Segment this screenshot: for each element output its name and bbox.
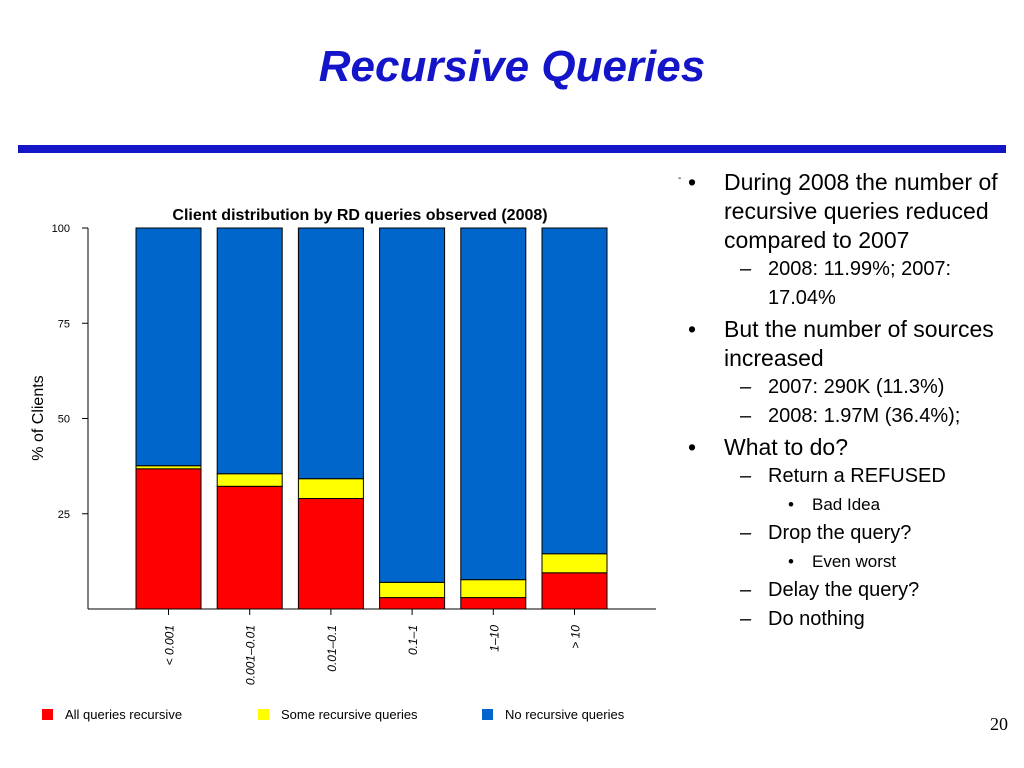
x-tick-label: 0.001–0.01 — [244, 625, 258, 685]
y-tick-label: 50 — [58, 414, 70, 426]
y-axis-label: % of Clients — [30, 375, 47, 460]
bar-segment — [297, 498, 364, 610]
bullet-text: 2008: 11.99%; 2007: 17.04% — [768, 258, 952, 309]
bullet-level2: – Delay the query? — [678, 576, 1018, 605]
bar-segment — [297, 227, 364, 480]
x-tick-label: 0.01–0.1 — [325, 625, 339, 672]
bullet-text: Return a REFUSED — [768, 465, 946, 487]
bar-segment — [135, 227, 202, 467]
bullet-marker: – — [740, 608, 752, 630]
bullet-marker: – — [740, 405, 752, 427]
bar-segment — [379, 581, 446, 599]
bar-segment — [460, 579, 527, 599]
bullet-level2: –2007: 290K (11.3%) — [678, 373, 1018, 402]
bullet-level3: • Even worst — [678, 548, 1018, 576]
chart-title: Client distribution by RD queries observ… — [172, 207, 547, 224]
legend-label: All queries recursive — [65, 707, 182, 722]
bullet-marker: • — [788, 552, 794, 571]
stacked-bar-chart: Client distribution by RD queries observ… — [30, 207, 656, 722]
bullet-text: 2007: 290K (11.3%) — [768, 376, 945, 398]
bar-segment — [216, 473, 283, 487]
bullet-level3: • Bad Idea — [678, 491, 1018, 519]
bar-segment — [460, 227, 527, 581]
bullet-marker: • — [788, 495, 794, 514]
x-tick-label: 0.1–1 — [406, 625, 420, 655]
bullet-text: Even worst — [812, 552, 897, 571]
bullet-text: Delay the query? — [768, 579, 920, 601]
bullet-marker: • — [688, 169, 697, 195]
title-rule — [18, 145, 1006, 153]
y-tick-label: 100 — [52, 223, 70, 235]
bar-segment — [541, 572, 608, 610]
x-tick-label: 1–10 — [487, 625, 501, 652]
bar-segment — [460, 597, 527, 610]
bar-segment — [297, 478, 364, 500]
y-tick-label: 75 — [58, 318, 70, 330]
bullet-level1: • During 2008 the number of recursive que… — [678, 168, 1018, 255]
bullet-text: During 2008 the number of recursive quer… — [724, 169, 998, 253]
legend-label: No recursive queries — [505, 707, 625, 722]
bullet-level1: • But the number of sources increased — [678, 315, 1018, 373]
bullet-text: Do nothing — [768, 608, 865, 630]
legend-label: Some recursive queries — [281, 707, 418, 722]
bar-segment — [379, 597, 446, 610]
bullet-marker: • — [688, 316, 697, 342]
slide-title: Recursive Queries — [318, 42, 706, 91]
bullet-marker: – — [740, 376, 752, 398]
y-tick-label: 25 — [58, 509, 70, 521]
stray-dash-mark: - — [678, 173, 682, 184]
bullet-level1: • What to do? — [678, 433, 1018, 462]
bullet-text: Drop the query? — [768, 522, 912, 544]
bullet-marker: – — [740, 579, 752, 601]
bullet-marker: – — [740, 465, 752, 487]
legend-swatch — [482, 709, 493, 720]
x-tick-label: < 0.001 — [163, 625, 177, 665]
bullet-level2: –2008: 11.99%; 2007: 17.04% — [678, 255, 1018, 313]
bullet-level2: – Drop the query? — [678, 519, 1018, 548]
bullet-list: - • During 2008 the number of recursive q… — [678, 166, 1018, 634]
bar-segment — [541, 227, 608, 555]
bullet-text: But the number of sources increased — [724, 316, 994, 371]
bullet-level2: – Return a REFUSED — [678, 462, 1018, 491]
legend-swatch — [42, 709, 53, 720]
bar-segment — [216, 227, 283, 475]
bullet-level2: – Do nothing — [678, 605, 1018, 634]
bar-segment — [135, 468, 202, 610]
bullet-text: Bad Idea — [812, 495, 881, 514]
bar-segment — [216, 485, 283, 610]
bullet-marker: – — [740, 258, 752, 280]
page-number: 20 — [990, 714, 1008, 734]
bullet-text: 2008: 1.97M (36.4%); — [768, 405, 961, 427]
bar-segment — [379, 227, 446, 583]
bullet-marker: • — [688, 434, 697, 460]
x-tick-label: > 10 — [569, 625, 583, 649]
legend-swatch — [258, 709, 269, 720]
bullet-text: What to do? — [724, 434, 849, 460]
bar-segment — [541, 553, 608, 574]
bullet-level2: –2008: 1.97M (36.4%); — [678, 402, 1018, 431]
bullet-marker: – — [740, 522, 752, 544]
